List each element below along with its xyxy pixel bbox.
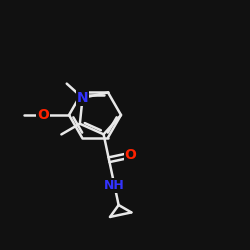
Text: O: O (125, 148, 136, 162)
Text: NH: NH (104, 179, 125, 192)
Text: N: N (77, 91, 88, 105)
Text: O: O (37, 108, 49, 122)
